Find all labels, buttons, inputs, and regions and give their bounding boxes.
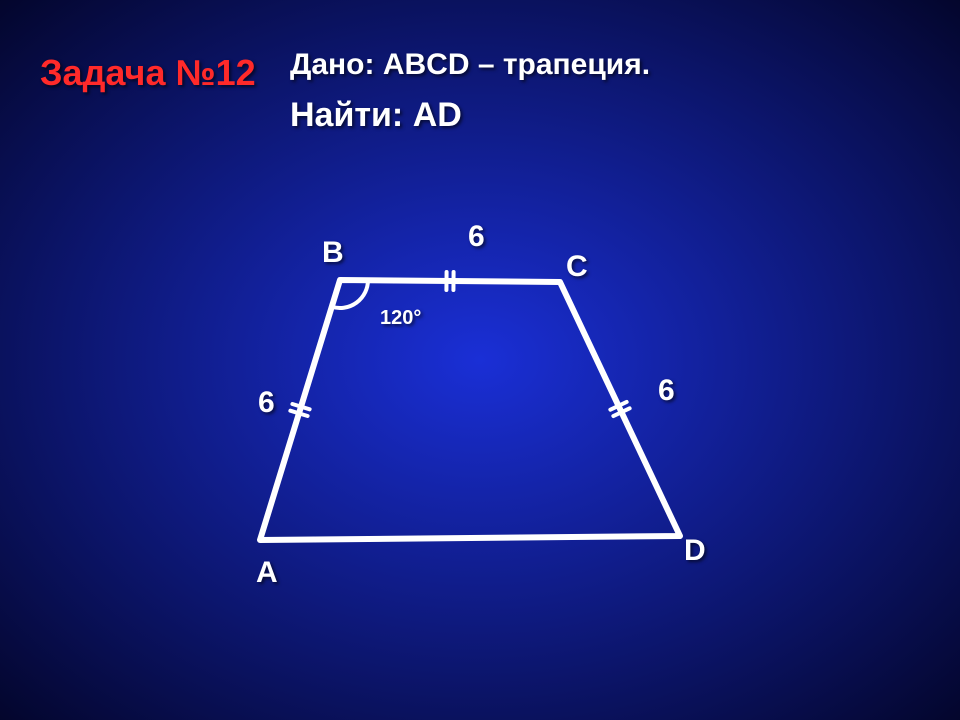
svg-text:B: B bbox=[322, 236, 344, 269]
svg-text:D: D bbox=[684, 534, 706, 567]
svg-text:6: 6 bbox=[258, 386, 275, 419]
svg-text:120°: 120° bbox=[380, 307, 421, 329]
svg-text:C: C bbox=[566, 250, 588, 283]
svg-text:6: 6 bbox=[468, 220, 485, 253]
svg-text:6: 6 bbox=[658, 374, 675, 407]
diagram: A B C D 6 6 6 120° bbox=[0, 0, 960, 720]
slide-stage: Задача №12 Дано: ABCD – трапеция. Найти:… bbox=[0, 0, 960, 720]
svg-text:A: A bbox=[256, 556, 278, 589]
